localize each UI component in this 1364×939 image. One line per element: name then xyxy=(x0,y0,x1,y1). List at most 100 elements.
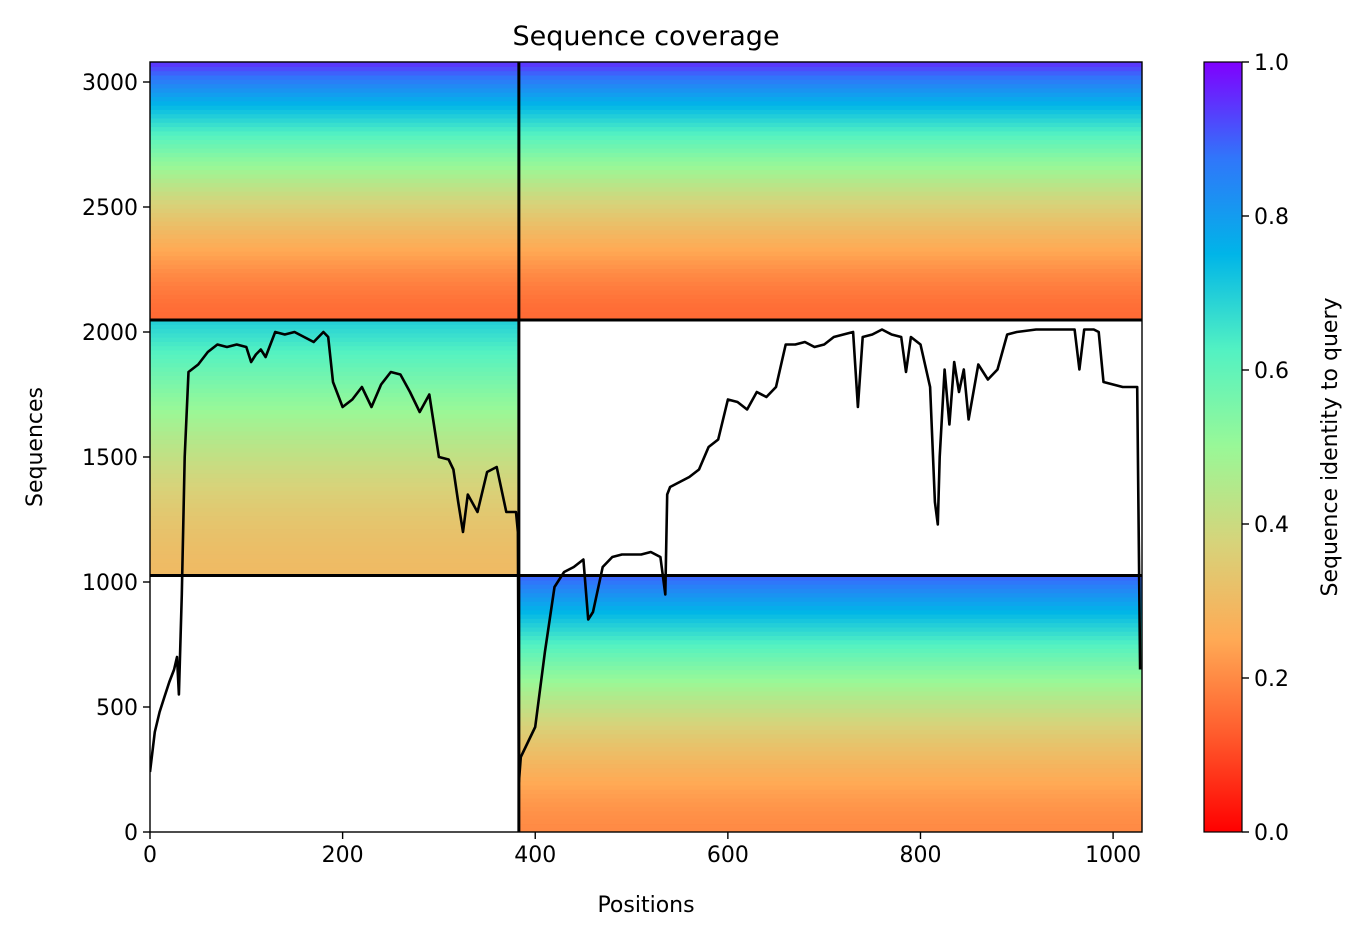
alignment-band xyxy=(150,426,519,432)
alignment-band xyxy=(150,571,519,577)
alignment-band xyxy=(518,819,1142,825)
alignment-band xyxy=(150,289,1142,295)
y-axis-ticks: 0 500 1000 1500 2000 2500 3000 xyxy=(82,71,150,846)
alignment-band xyxy=(150,100,1142,106)
alignment-band xyxy=(518,656,1142,662)
alignment-band xyxy=(518,750,1142,756)
alignment-band xyxy=(518,814,1142,820)
y-tick-label: 1000 xyxy=(82,571,138,596)
alignment-band xyxy=(150,302,1142,308)
plot-frame xyxy=(149,61,1143,833)
alignment-band xyxy=(518,601,1142,607)
alignment-band xyxy=(518,596,1142,602)
alignment-block xyxy=(150,320,519,577)
alignment-band xyxy=(518,695,1142,701)
alignment-band xyxy=(150,443,519,449)
alignment-band xyxy=(150,405,519,411)
alignment-band xyxy=(150,62,1142,67)
alignment-band xyxy=(150,251,1142,257)
alignment-band xyxy=(150,212,1142,218)
alignment-band xyxy=(150,430,519,436)
alignment-band xyxy=(150,109,1142,115)
alignment-band xyxy=(518,686,1142,692)
alignment-band xyxy=(150,264,1142,269)
alignment-band xyxy=(150,494,519,500)
alignment-band xyxy=(150,234,1142,239)
alignment-band xyxy=(518,716,1142,722)
alignment-band xyxy=(150,242,1142,248)
alignment-band xyxy=(518,789,1142,795)
alignment-band xyxy=(150,216,1142,222)
alignment-band xyxy=(518,613,1142,619)
colorbar-tick-label: 0.2 xyxy=(1254,667,1289,692)
x-tick-label: 800 xyxy=(899,843,941,868)
alignment-band xyxy=(150,272,1142,278)
alignment-band xyxy=(518,746,1142,752)
alignment-band xyxy=(150,324,519,330)
alignment-band xyxy=(518,729,1142,735)
alignment-band xyxy=(518,626,1142,632)
alignment-blocks xyxy=(150,62,1142,832)
y-tick-label: 2000 xyxy=(82,321,138,346)
colorbar-tick-label: 0.4 xyxy=(1254,513,1289,538)
alignment-band xyxy=(518,810,1142,816)
alignment-band xyxy=(518,605,1142,611)
alignment-band xyxy=(150,173,1142,179)
alignment-band xyxy=(518,631,1142,636)
alignment-band xyxy=(150,178,1142,183)
alignment-band xyxy=(150,268,1142,274)
alignment-band xyxy=(518,737,1142,743)
alignment-band xyxy=(150,379,519,385)
alignment-band xyxy=(150,452,519,457)
alignment-band xyxy=(518,823,1142,829)
alignment-band xyxy=(150,541,519,547)
alignment-band xyxy=(518,690,1142,696)
alignment-band xyxy=(150,277,1142,282)
alignment-band xyxy=(150,392,519,398)
x-tick-label: 400 xyxy=(514,843,556,868)
alignment-band xyxy=(150,221,1142,226)
alignment-band xyxy=(150,182,1142,188)
alignment-band xyxy=(150,169,1142,175)
alignment-band xyxy=(150,66,1142,72)
alignment-band xyxy=(150,366,519,372)
alignment-band xyxy=(150,229,1142,235)
alignment-band xyxy=(150,281,1142,287)
alignment-band xyxy=(150,70,1142,76)
alignment-band xyxy=(150,515,519,521)
alignment-band xyxy=(150,524,519,530)
alignment-band xyxy=(518,652,1142,658)
alignment-band xyxy=(150,105,1142,110)
alignment-band xyxy=(150,549,519,555)
alignment-band xyxy=(150,294,1142,300)
alignment-band xyxy=(150,87,1142,93)
y-axis-label: Sequences xyxy=(23,387,48,507)
alignment-band xyxy=(150,558,519,564)
alignment-band xyxy=(150,354,519,359)
alignment-band xyxy=(150,345,519,351)
alignment-band xyxy=(518,776,1142,782)
alignment-band xyxy=(518,669,1142,675)
alignment-band xyxy=(150,139,1142,145)
alignment-band xyxy=(150,337,519,342)
alignment-band xyxy=(150,83,1142,89)
alignment-band xyxy=(150,545,519,551)
alignment-band xyxy=(518,759,1142,765)
alignment-band xyxy=(150,152,1142,158)
alignment-band xyxy=(518,678,1142,683)
alignment-band xyxy=(150,358,519,364)
alignment-band xyxy=(150,160,1142,166)
alignment-band xyxy=(518,665,1142,671)
alignment-band xyxy=(150,507,519,513)
alignment-band xyxy=(150,96,1142,102)
alignment-band xyxy=(150,191,1142,196)
alignment-band xyxy=(518,763,1142,769)
alignment-band xyxy=(150,554,519,560)
alignment-band xyxy=(150,92,1142,97)
alignment-band xyxy=(518,780,1142,786)
alignment-band xyxy=(150,199,1142,205)
alignment-band xyxy=(150,349,519,355)
alignment-band xyxy=(150,130,1142,136)
x-axis-label: Positions xyxy=(597,893,694,918)
alignment-band xyxy=(150,473,519,479)
